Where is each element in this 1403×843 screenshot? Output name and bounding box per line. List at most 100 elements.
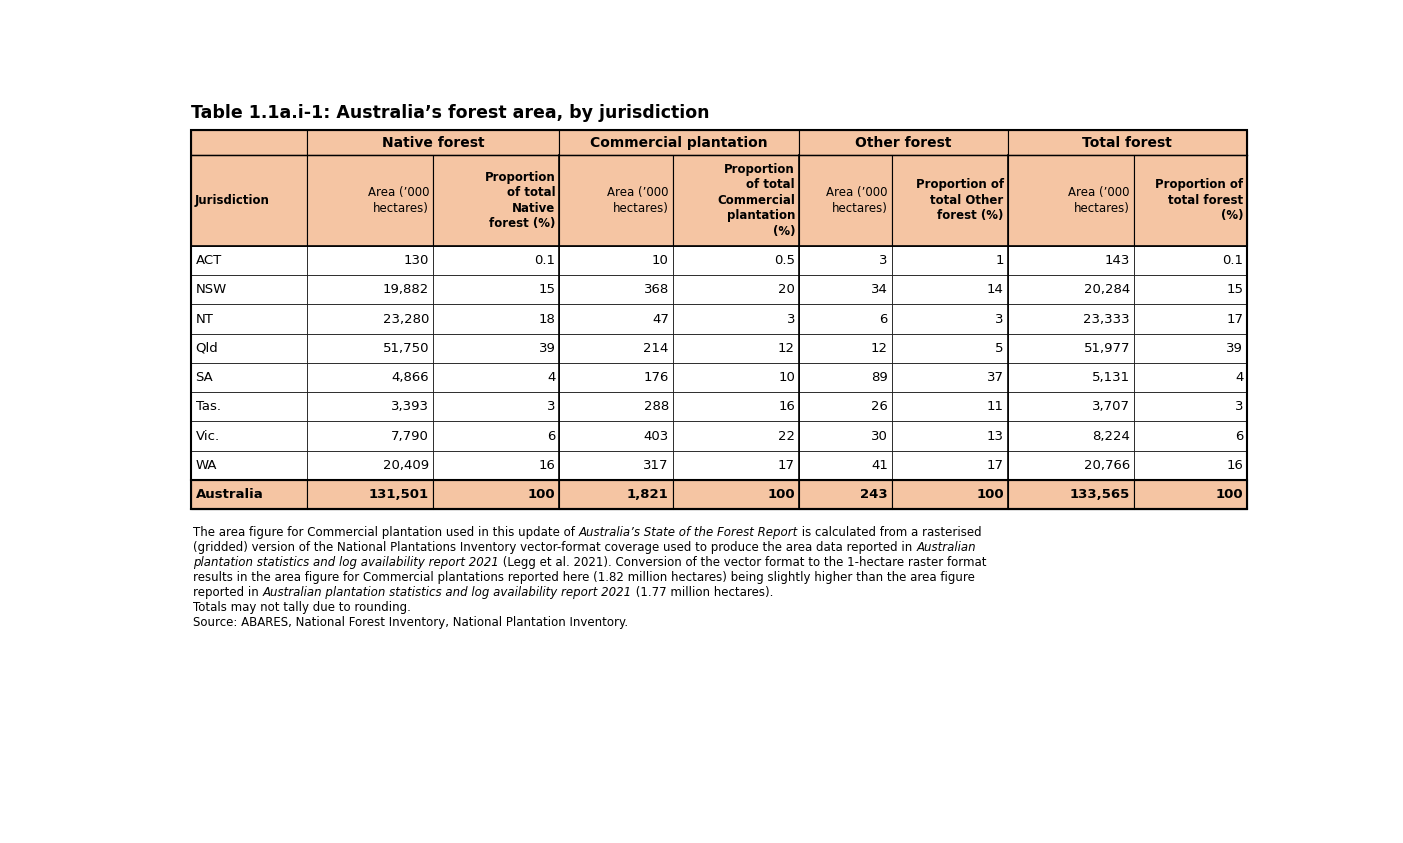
Text: 1,821: 1,821	[627, 488, 669, 501]
Text: 20,284: 20,284	[1083, 283, 1129, 296]
Text: Qld: Qld	[195, 341, 219, 355]
Bar	[560, 304, 672, 334]
Bar	[672, 392, 798, 422]
Text: 51,750: 51,750	[383, 341, 429, 355]
Text: 13: 13	[986, 430, 1003, 443]
Text: 1: 1	[995, 254, 1003, 267]
Bar	[307, 480, 434, 509]
Bar	[672, 246, 798, 275]
Text: 47: 47	[652, 313, 669, 325]
Bar	[560, 363, 672, 392]
Bar	[1134, 246, 1247, 275]
Bar	[1134, 480, 1247, 509]
Bar	[307, 131, 560, 155]
Text: 3: 3	[880, 254, 888, 267]
Bar	[560, 275, 672, 304]
Text: 10: 10	[652, 254, 669, 267]
Text: 214: 214	[644, 341, 669, 355]
Bar	[434, 334, 560, 363]
Bar	[672, 363, 798, 392]
Bar	[434, 304, 560, 334]
Text: 0.5: 0.5	[774, 254, 796, 267]
Text: 34: 34	[871, 283, 888, 296]
Bar	[1007, 155, 1134, 246]
Text: 131,501: 131,501	[369, 488, 429, 501]
Bar	[191, 304, 307, 334]
Bar	[191, 422, 307, 451]
Text: 51,977: 51,977	[1083, 341, 1129, 355]
Text: 4: 4	[1235, 371, 1243, 384]
Text: Proportion of
total forest
(%): Proportion of total forest (%)	[1155, 179, 1243, 223]
Text: (gridded) version of the National Plantations Inventory vector-format coverage u: (gridded) version of the National Planta…	[194, 541, 916, 554]
Text: Total forest: Total forest	[1083, 136, 1173, 150]
Bar	[434, 480, 560, 509]
Text: 3: 3	[1235, 400, 1243, 413]
Bar	[798, 334, 892, 363]
Text: 4,866: 4,866	[391, 371, 429, 384]
Bar	[191, 155, 307, 246]
Text: 19,882: 19,882	[383, 283, 429, 296]
Bar	[672, 451, 798, 480]
Text: 5,131: 5,131	[1092, 371, 1129, 384]
Text: ACT: ACT	[195, 254, 222, 267]
Text: 15: 15	[1226, 283, 1243, 296]
Text: Australian: Australian	[916, 541, 976, 554]
Text: 22: 22	[779, 430, 796, 443]
Text: 39: 39	[1226, 341, 1243, 355]
Text: Australia’s State of the Forest Report: Australia’s State of the Forest Report	[579, 526, 798, 540]
Bar	[672, 155, 798, 246]
Text: 6: 6	[1235, 430, 1243, 443]
Text: Tas.: Tas.	[195, 400, 220, 413]
Text: 133,565: 133,565	[1069, 488, 1129, 501]
Bar	[307, 304, 434, 334]
Text: Vic.: Vic.	[195, 430, 220, 443]
Text: 14: 14	[986, 283, 1003, 296]
Bar	[560, 131, 798, 155]
Text: 17: 17	[986, 459, 1003, 472]
Text: 100: 100	[528, 488, 556, 501]
Bar	[307, 363, 434, 392]
Bar	[892, 275, 1007, 304]
Text: 10: 10	[779, 371, 796, 384]
Text: SA: SA	[195, 371, 213, 384]
Bar	[1007, 451, 1134, 480]
Text: 17: 17	[779, 459, 796, 472]
Bar	[434, 451, 560, 480]
Text: Jurisdiction: Jurisdiction	[195, 194, 269, 207]
Bar	[1007, 131, 1247, 155]
Bar	[1007, 480, 1134, 509]
Text: plantation statistics and log availability report 2021: plantation statistics and log availabili…	[194, 556, 499, 569]
Bar	[798, 275, 892, 304]
Bar	[560, 246, 672, 275]
Bar	[798, 392, 892, 422]
Bar	[892, 451, 1007, 480]
Bar	[1134, 422, 1247, 451]
Text: 100: 100	[1216, 488, 1243, 501]
Text: The area figure for Commercial plantation used in this update of: The area figure for Commercial plantatio…	[194, 526, 579, 540]
Text: 5: 5	[995, 341, 1003, 355]
Text: 6: 6	[880, 313, 888, 325]
Bar	[434, 155, 560, 246]
Text: Source: ABARES, National Forest Inventory, National Plantation Inventory.: Source: ABARES, National Forest Inventor…	[194, 616, 629, 629]
Bar	[1007, 334, 1134, 363]
Text: 41: 41	[871, 459, 888, 472]
Text: 8,224: 8,224	[1092, 430, 1129, 443]
Text: 130: 130	[404, 254, 429, 267]
Text: 317: 317	[644, 459, 669, 472]
Text: 26: 26	[871, 400, 888, 413]
Bar	[798, 131, 1007, 155]
Text: 288: 288	[644, 400, 669, 413]
Text: 403: 403	[644, 430, 669, 443]
Bar	[892, 392, 1007, 422]
Text: WA: WA	[195, 459, 217, 472]
Bar	[1007, 304, 1134, 334]
Text: reported in: reported in	[194, 586, 262, 599]
Bar	[1134, 392, 1247, 422]
Text: results in the area figure for Commercial plantations reported here (1.82 millio: results in the area figure for Commercia…	[194, 572, 975, 584]
Bar	[672, 334, 798, 363]
Text: Totals may not tally due to rounding.: Totals may not tally due to rounding.	[194, 601, 411, 615]
Bar	[1134, 334, 1247, 363]
Text: Other forest: Other forest	[854, 136, 951, 150]
Text: Proportion of
total Other
forest (%): Proportion of total Other forest (%)	[916, 179, 1003, 223]
Text: NSW: NSW	[195, 283, 227, 296]
